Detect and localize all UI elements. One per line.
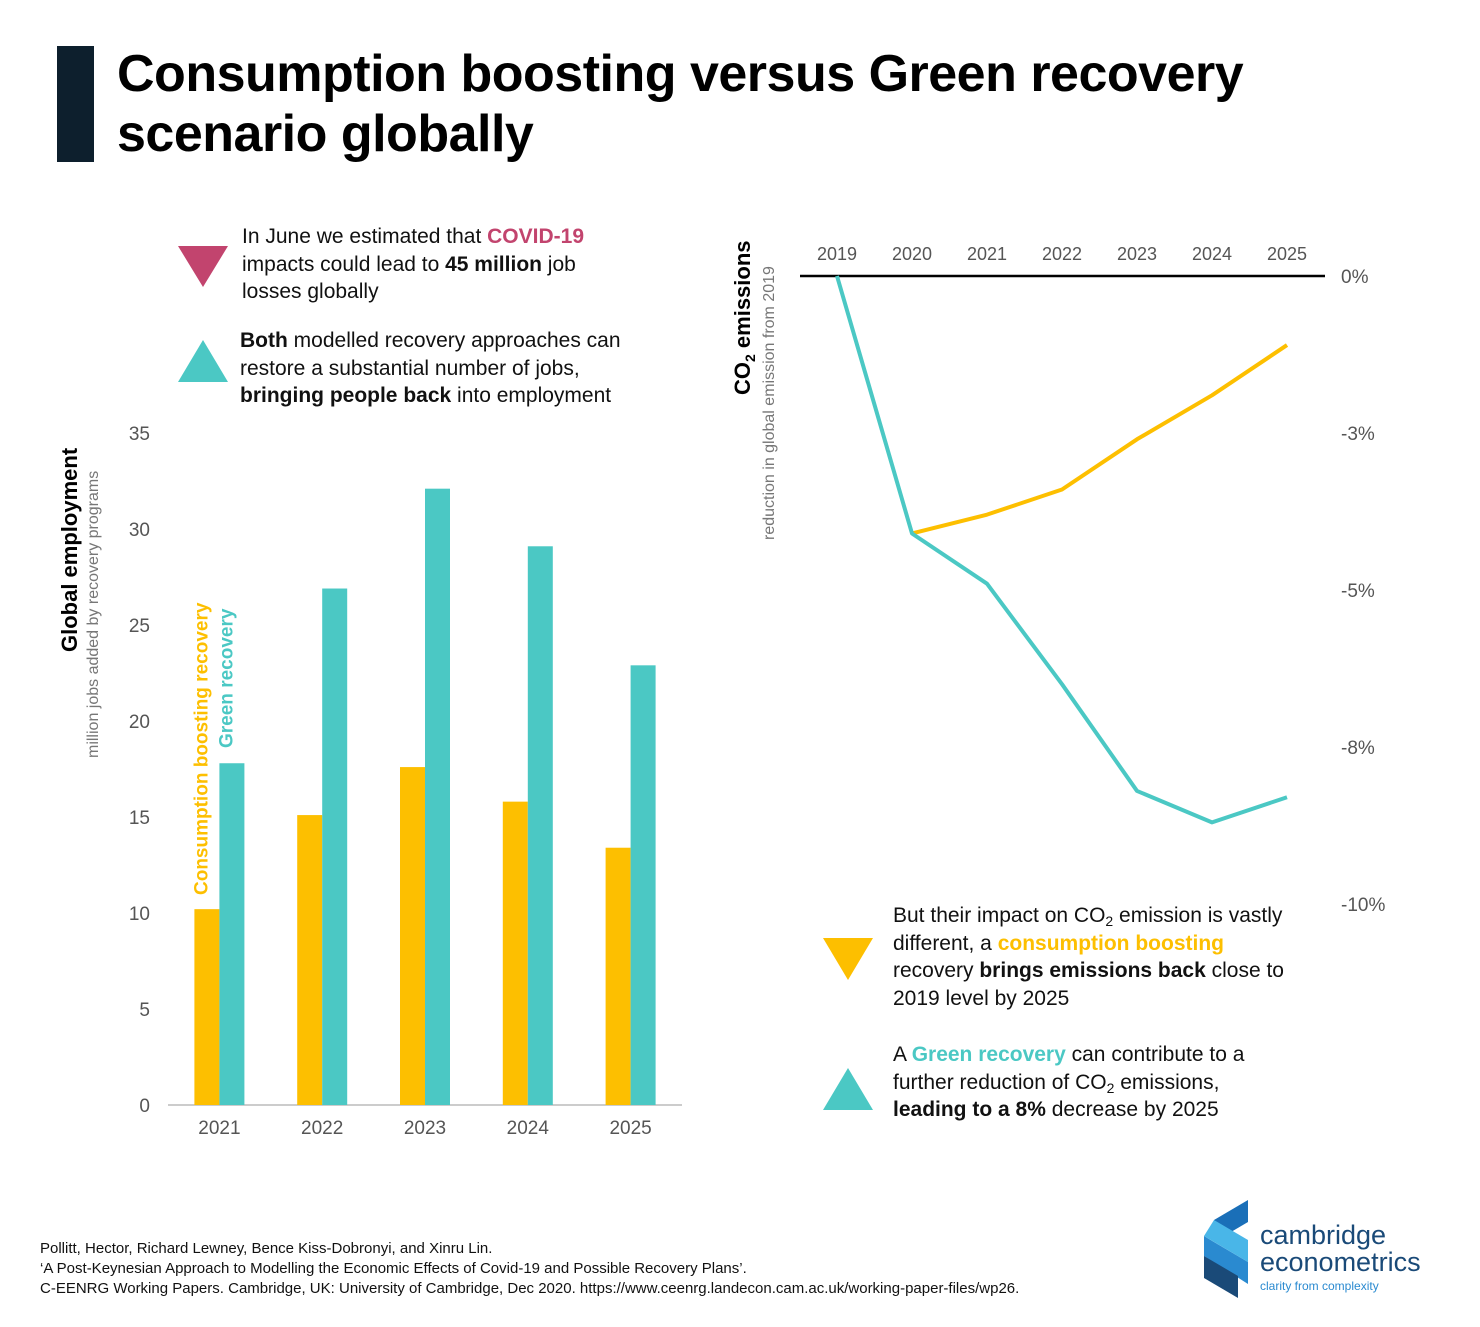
title-bar <box>57 46 94 162</box>
highlight: Both <box>240 329 288 352</box>
logo-tagline: clarity from complexity <box>1260 1279 1379 1293</box>
bar <box>400 767 425 1105</box>
text: into employment <box>451 384 612 407</box>
up-icon <box>178 340 228 382</box>
x-tick-label: 2021 <box>967 244 1007 264</box>
y-tick-label: -8% <box>1341 738 1375 759</box>
logo: cambridge econometrics clarity from comp… <box>1260 1222 1421 1296</box>
y-tick-label: -10% <box>1341 895 1385 916</box>
annotation: A Green recovery can contribute to a fur… <box>893 1041 1283 1124</box>
y-tick-label: 20 <box>129 712 150 733</box>
title: Consumption boosting versus Green recove… <box>117 45 1244 163</box>
text: recovery <box>893 959 980 982</box>
logo-text: cambridge <box>1260 1220 1387 1250</box>
x-tick-label: 2021 <box>198 1118 240 1139</box>
bar <box>194 909 220 1105</box>
x-tick-label: 2023 <box>1117 244 1157 264</box>
bar <box>425 488 450 1105</box>
subscript: 2 <box>1105 913 1114 929</box>
line <box>835 275 1288 825</box>
highlight: 45 million <box>445 252 542 276</box>
source-line: Pollitt, Hector, Richard Lewney, Bence K… <box>40 1240 493 1257</box>
x-tick-label: 2024 <box>507 1118 550 1139</box>
text: job losses globally <box>242 252 576 304</box>
y-title-sub: 2 <box>742 354 758 362</box>
bar <box>322 588 348 1105</box>
y-tick-label: 5 <box>139 1000 150 1021</box>
bar <box>527 546 553 1105</box>
y-subtitle: million jobs added by recovery programs <box>85 471 102 758</box>
logo-mark <box>1204 1200 1248 1298</box>
logo-text: econometrics <box>1260 1247 1421 1277</box>
highlight: Green recovery <box>911 1043 1066 1066</box>
text: A <box>893 1043 912 1066</box>
y-tick-label: 0% <box>1341 267 1369 288</box>
x-tick-label: 2023 <box>404 1118 446 1139</box>
x-tick-label: 2025 <box>1267 244 1307 264</box>
y-tick-label: 25 <box>129 616 150 637</box>
bar <box>502 801 528 1105</box>
bar <box>605 847 631 1105</box>
subscript: 2 <box>1106 1079 1115 1096</box>
highlight: brings emissions back <box>979 959 1206 982</box>
highlight: consumption boosting <box>997 931 1224 955</box>
highlight: bringing people back <box>240 384 452 407</box>
bar <box>219 763 245 1105</box>
highlight: COVID-19 <box>487 225 584 248</box>
down-icon <box>178 246 228 287</box>
text: emissions, <box>1114 1070 1220 1094</box>
up-icon <box>823 1068 873 1110</box>
source-line: C-EENRG Working Papers. Cambridge, UK: U… <box>40 1280 1020 1297</box>
text: But their impact on CO <box>893 904 1106 927</box>
bar <box>297 815 323 1105</box>
y-tick-label: 35 <box>129 424 150 445</box>
y-subtitle: reduction in global emission from 2019 <box>761 266 778 540</box>
y-tick-label: -3% <box>1341 424 1375 445</box>
source-line: ‘A Post-Keynesian Approach to Modelling … <box>40 1260 747 1277</box>
x-tick-label: 2024 <box>1192 244 1232 264</box>
down-icon <box>823 938 873 980</box>
text: close to 2019 level by 2025 <box>893 959 1284 1010</box>
text: can contribute to a further reduction of… <box>893 1043 1245 1094</box>
bar <box>630 665 656 1105</box>
legend-label: Green recovery <box>216 608 237 748</box>
text: modelled recovery approaches can restore… <box>240 329 621 380</box>
text: emission is vastly different, a <box>893 904 1283 955</box>
annotation: In June we estimated that COVID-19 impac… <box>242 223 587 306</box>
y-tick-label: 15 <box>129 808 150 829</box>
y-title: Global employment <box>57 447 82 652</box>
annotation: But their impact on CO2 emission is vast… <box>893 902 1288 1012</box>
legend-label: Consumption boosting recovery <box>191 602 212 895</box>
y-title: CO2 emissions <box>730 240 758 395</box>
y-tick-label: 0 <box>139 1096 150 1117</box>
x-tick-label: 2019 <box>817 244 857 264</box>
y-title-part: CO <box>730 362 755 395</box>
x-tick-label: 2022 <box>1042 244 1082 264</box>
y-tick-label: 30 <box>129 520 150 541</box>
y-tick-label: 10 <box>129 904 150 925</box>
line <box>911 343 1289 536</box>
annotation: Both modelled recovery approaches can re… <box>240 327 665 410</box>
x-tick-label: 2025 <box>609 1118 651 1139</box>
text: In June we estimated that <box>242 225 488 248</box>
y-title-part: emissions <box>730 240 755 354</box>
y-tick-label: -5% <box>1341 581 1375 602</box>
x-tick-label: 2022 <box>301 1118 343 1139</box>
highlight: leading to a 8% <box>893 1098 1046 1121</box>
text: decrease by 2025 <box>1045 1098 1219 1121</box>
source: Pollitt, Hector, Richard Lewney, Bence K… <box>40 1239 1019 1299</box>
text: impacts could lead to <box>242 252 446 276</box>
x-tick-label: 2020 <box>892 244 932 264</box>
